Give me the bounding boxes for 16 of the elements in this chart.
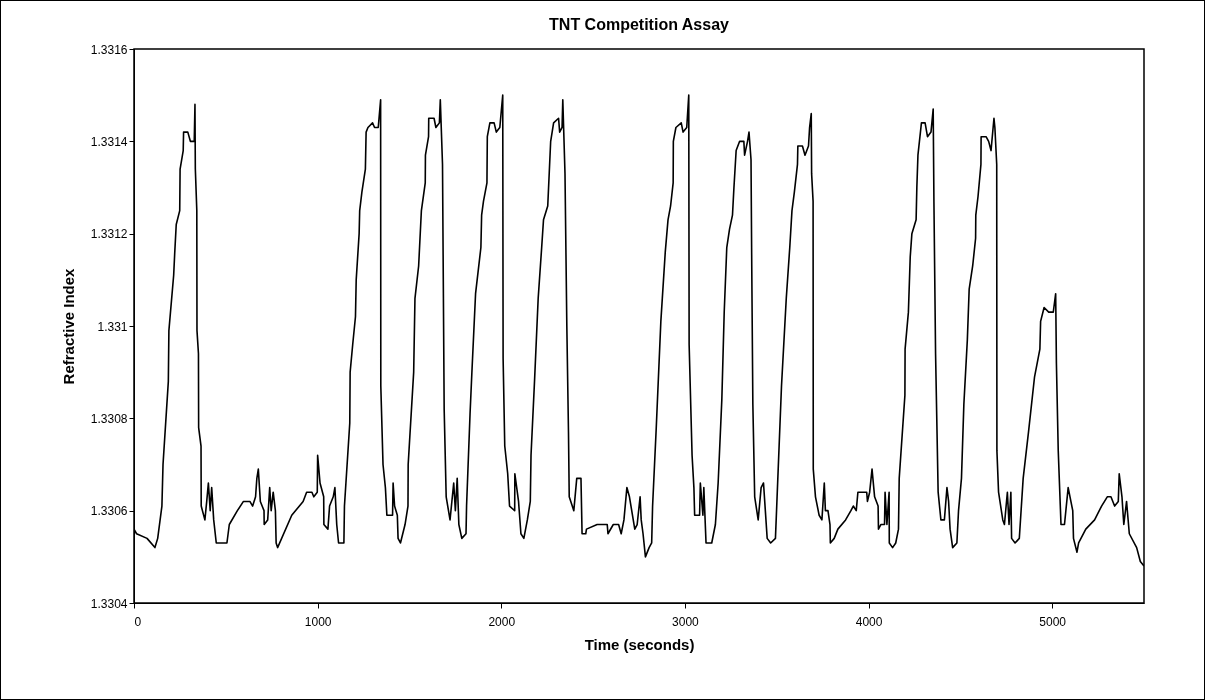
y-tick-label: 1.3316	[90, 42, 128, 57]
chart-title: TNT Competition Assay	[549, 16, 730, 33]
x-tick-label: 2000	[488, 614, 516, 629]
y-tick-label: 1.3308	[90, 411, 128, 426]
y-tick-label: 1.3304	[90, 596, 128, 611]
x-tick-label: 0	[134, 614, 142, 629]
y-tick-label: 1.3314	[90, 134, 128, 149]
x-tick-label: 3000	[672, 614, 700, 629]
x-tick-label: 4000	[855, 614, 883, 629]
y-tick-label: 1.331	[97, 319, 128, 334]
y-tick-label: 1.3306	[90, 504, 128, 519]
x-axis-title: Time (seconds)	[584, 635, 695, 653]
x-tick-label: 5000	[1039, 614, 1067, 629]
x-tick-label: 1000	[304, 614, 332, 629]
y-axis-title: Refractive Index	[59, 267, 77, 385]
y-tick-label: 1.3312	[90, 227, 128, 242]
